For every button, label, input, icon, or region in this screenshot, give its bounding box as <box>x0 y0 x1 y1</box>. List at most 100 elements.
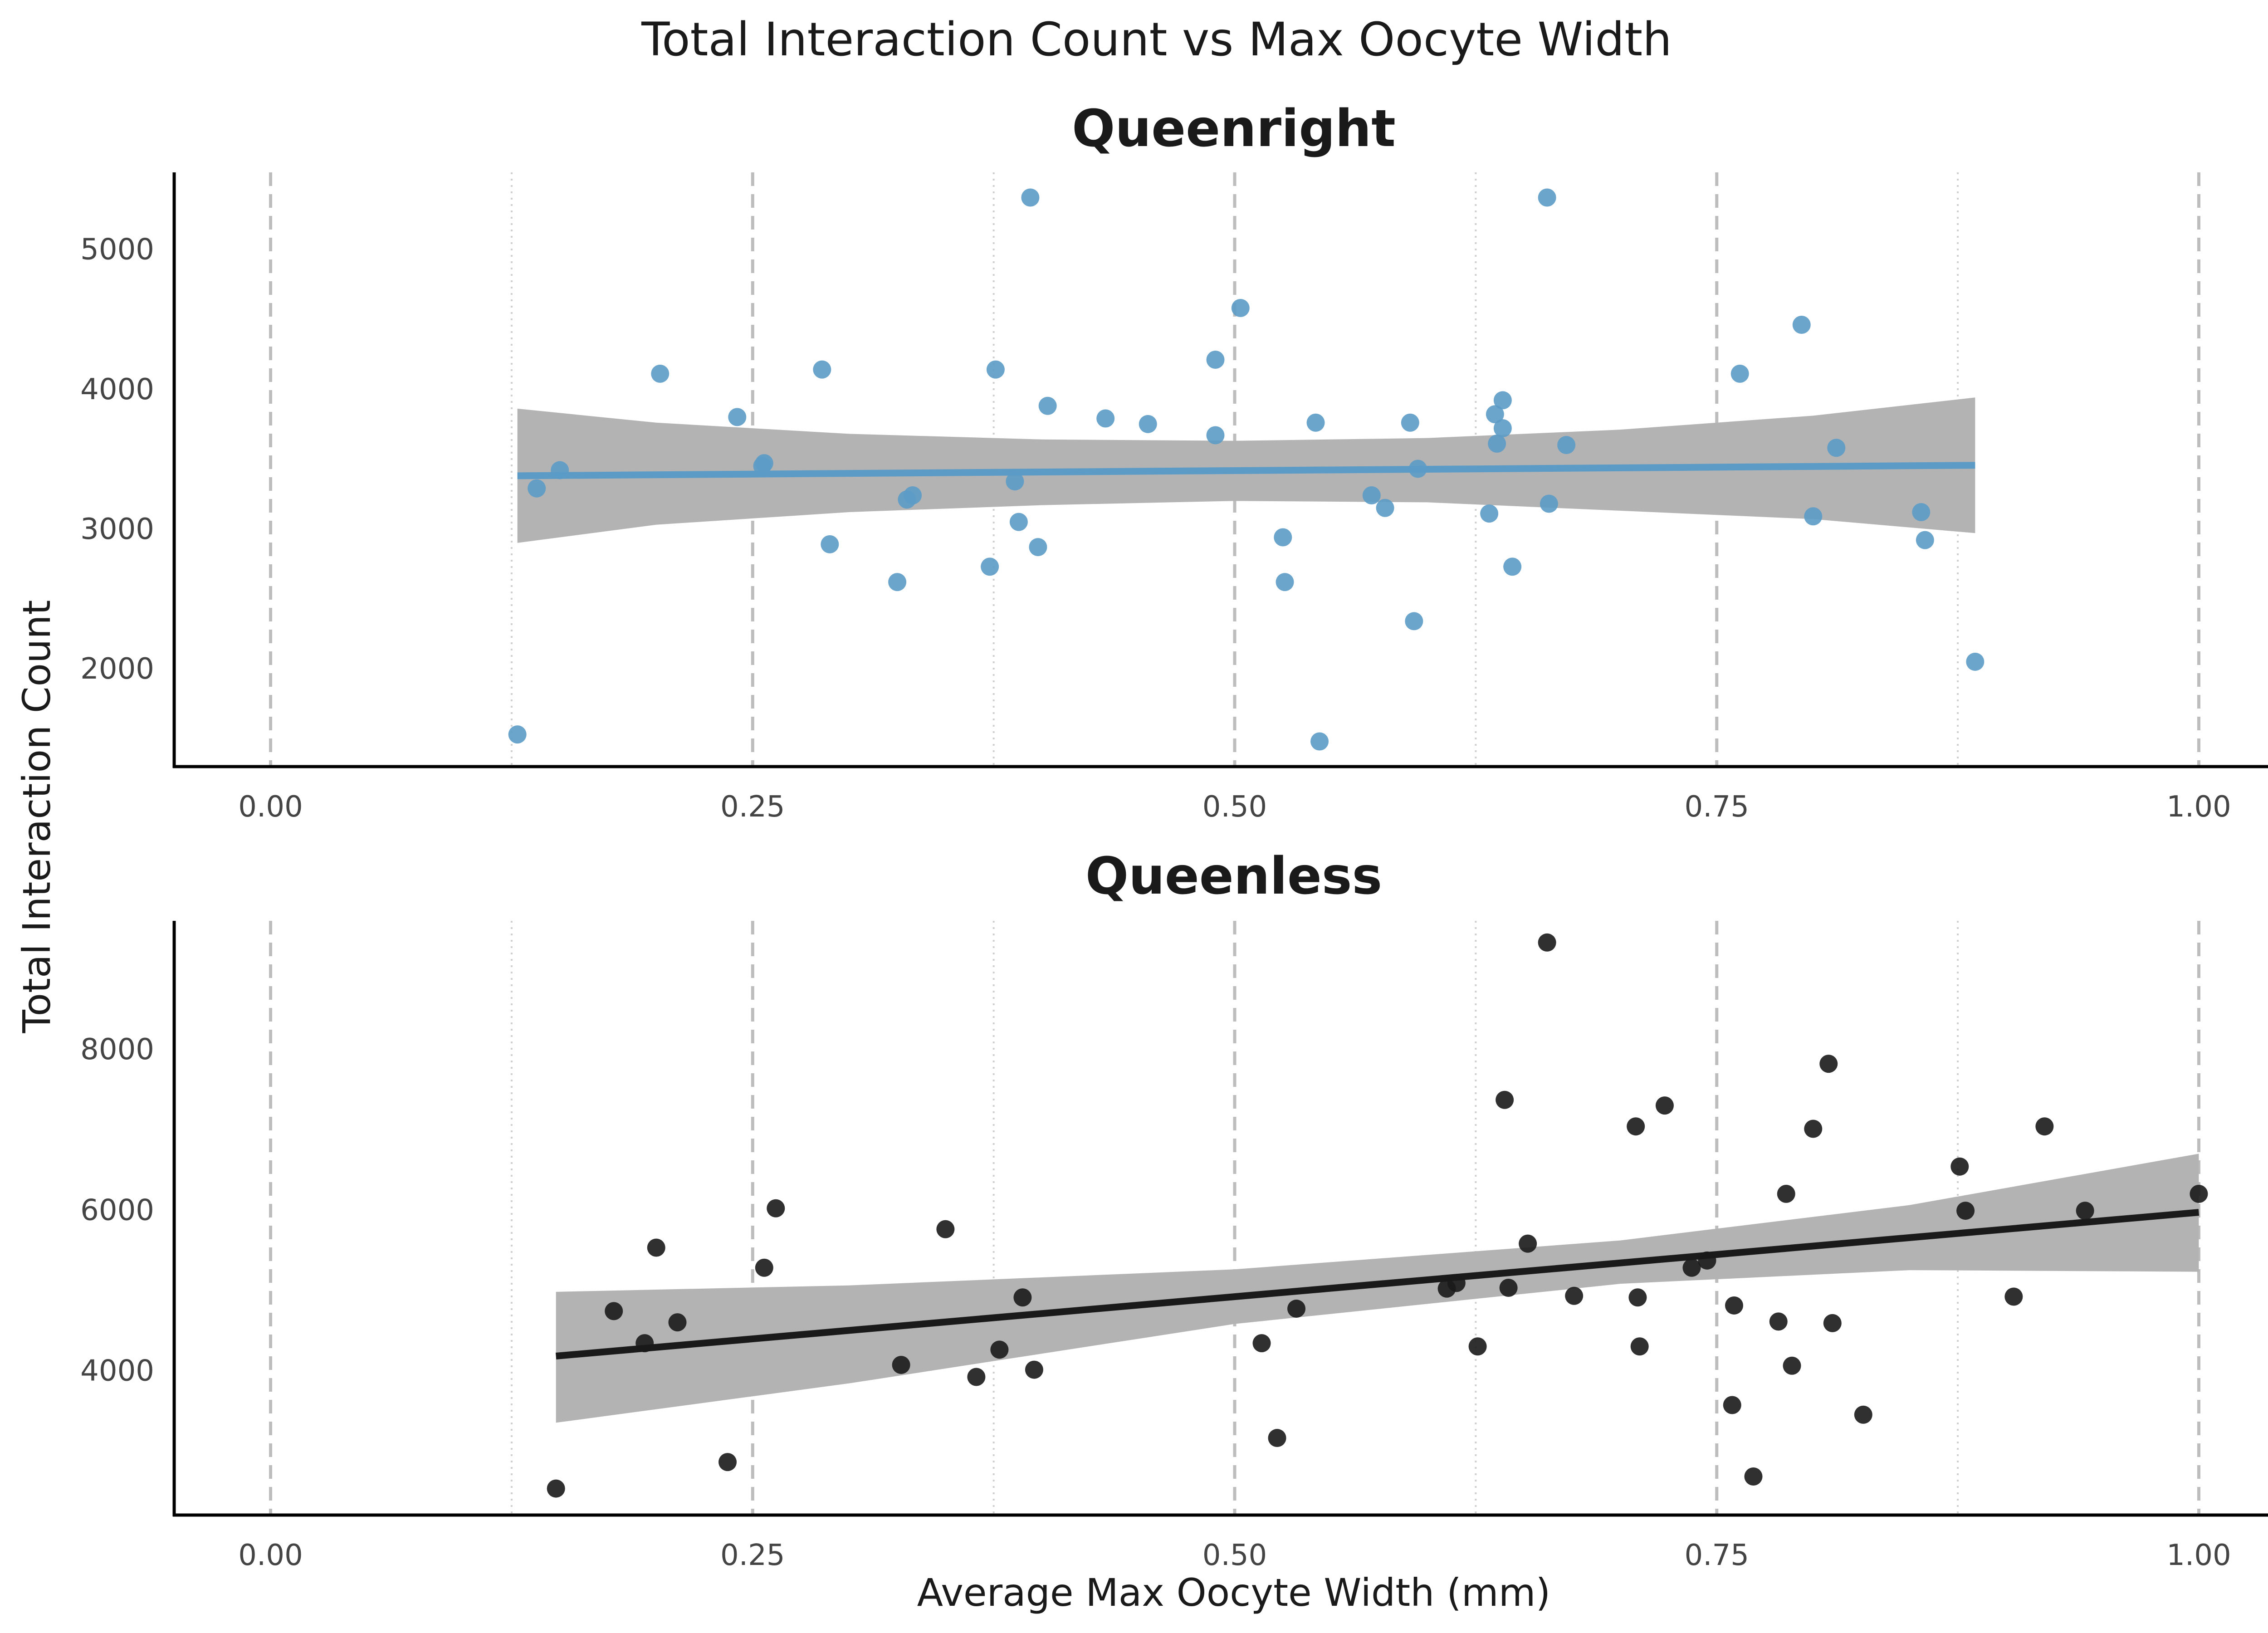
data-point <box>1274 528 1292 547</box>
data-point <box>2076 1202 2094 1220</box>
data-point <box>1956 1202 1975 1220</box>
data-point <box>821 535 839 553</box>
data-point <box>1408 460 1427 478</box>
data-point <box>1565 1286 1584 1305</box>
data-point <box>1950 1157 1969 1176</box>
data-point <box>1025 1360 1043 1379</box>
data-point <box>1447 1274 1466 1292</box>
confidence-band-area <box>556 1154 2199 1423</box>
x-tick-labels: 0.00 0.25 0.50 0.75 1.00 <box>238 790 2231 824</box>
panel-queenless: 0.00 0.25 0.50 0.75 1.00 4000 6000 8000 Queenl… <box>80 847 2268 1572</box>
data-point <box>892 1355 910 1374</box>
data-point <box>1480 504 1499 523</box>
fit-line <box>556 1209 2200 1359</box>
data-point <box>2035 1117 2054 1136</box>
data-point <box>1310 732 1329 751</box>
data-point <box>1401 413 1419 432</box>
x-tick-label: 1.00 <box>2166 790 2231 824</box>
data-point <box>1819 1055 1838 1073</box>
data-point <box>605 1302 623 1320</box>
data-point <box>1468 1337 1487 1356</box>
x-tick-label: 1.00 <box>2166 1539 2231 1572</box>
data-point <box>1139 415 1157 433</box>
grid-lines <box>269 921 2200 1515</box>
y-tick-label: 8000 <box>80 1033 154 1066</box>
data-point <box>1268 1429 1286 1447</box>
data-point <box>1823 1314 1842 1332</box>
data-point <box>1009 513 1028 531</box>
data-point <box>1006 472 1024 491</box>
panel-queenright: 0.00 0.25 0.50 0.75 1.00 2000 3000 4000 5000 Qu… <box>80 99 2268 824</box>
data-point <box>1503 557 1522 576</box>
y-tick-labels: 4000 6000 8000 <box>80 1033 154 1388</box>
data-points <box>508 188 1984 751</box>
data-point <box>1804 1120 1823 1138</box>
data-point <box>1096 409 1115 428</box>
axes <box>172 172 2268 768</box>
data-point <box>1730 364 1749 383</box>
data-point <box>1538 933 1556 952</box>
data-point <box>1916 531 1934 549</box>
data-point <box>1306 413 1325 432</box>
data-point <box>981 557 999 576</box>
data-point <box>728 408 747 426</box>
grid-lines <box>269 172 2200 767</box>
data-point <box>1538 188 1556 207</box>
data-point <box>986 360 1005 379</box>
data-point <box>668 1313 687 1332</box>
x-tick-label: 0.50 <box>1202 1539 1267 1572</box>
regression-line <box>556 1209 2200 1359</box>
data-point <box>1783 1356 1801 1375</box>
data-point <box>1013 1288 1032 1307</box>
panel-title: Queenless <box>1085 847 1382 906</box>
x-tick-label: 0.25 <box>720 790 785 824</box>
data-point <box>1493 391 1512 410</box>
x-tick-label: 0.75 <box>1684 790 1749 824</box>
axes <box>172 921 2268 1517</box>
data-point <box>1405 612 1423 631</box>
data-point <box>547 1479 565 1498</box>
data-point <box>528 479 546 498</box>
data-point <box>2190 1184 2208 1203</box>
data-point <box>1827 439 1846 457</box>
data-point <box>1038 396 1057 415</box>
data-point <box>1777 1184 1795 1203</box>
data-point <box>1723 1396 1741 1414</box>
data-point <box>1362 486 1381 505</box>
data-point <box>1499 1279 1518 1297</box>
data-point <box>1804 507 1823 526</box>
y-tick-labels: 2000 3000 4000 5000 <box>80 233 154 686</box>
y-axis-label: Total Interaction Count <box>15 600 59 1034</box>
data-point <box>635 1334 654 1353</box>
data-point <box>1627 1117 1645 1136</box>
data-point <box>767 1199 785 1217</box>
data-point <box>1912 503 1931 522</box>
y-tick-label: 6000 <box>80 1193 154 1227</box>
data-point <box>1021 188 1040 207</box>
data-point <box>551 461 569 479</box>
data-point <box>1682 1258 1701 1277</box>
data-point <box>1854 1405 1872 1424</box>
data-point <box>1376 499 1394 517</box>
data-point <box>651 364 670 383</box>
data-point <box>936 1220 955 1238</box>
data-point <box>1792 315 1811 334</box>
data-point <box>1206 426 1225 445</box>
data-point <box>1698 1251 1716 1270</box>
data-points <box>547 933 2208 1498</box>
data-point <box>1276 573 1294 592</box>
data-point <box>1725 1296 1743 1315</box>
chart-title: Total Interaction Count vs Max Oocyte Wi… <box>641 13 1672 67</box>
data-point <box>755 1258 773 1277</box>
confidence-band <box>556 1154 2199 1423</box>
data-point <box>1252 1334 1271 1353</box>
data-point <box>1966 652 1984 671</box>
data-point <box>1493 419 1512 438</box>
data-point <box>1769 1312 1788 1331</box>
data-point <box>1206 351 1225 369</box>
data-point <box>1744 1467 1763 1486</box>
data-point <box>508 725 527 744</box>
x-tick-labels: 0.00 0.25 0.50 0.75 1.00 <box>238 1539 2231 1572</box>
data-point <box>1486 405 1504 424</box>
